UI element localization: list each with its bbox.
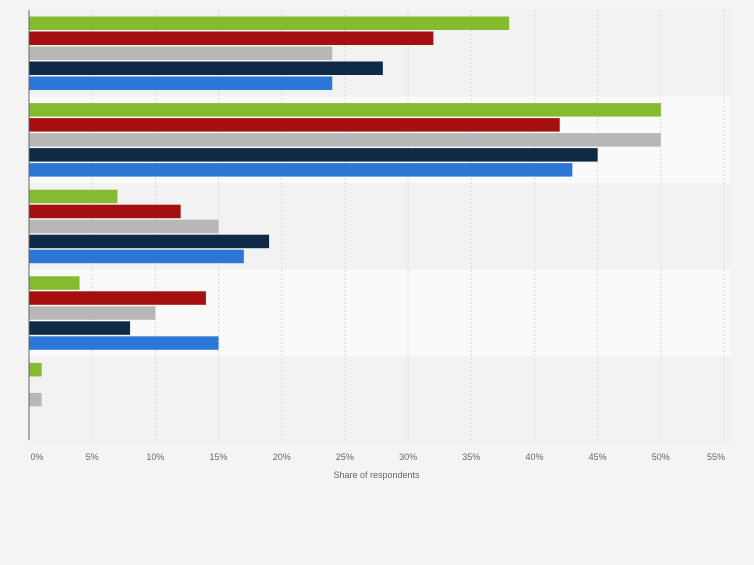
- x-tick-label: 45%: [589, 452, 607, 462]
- x-tick-label: 55%: [707, 452, 725, 462]
- bar-series3-group1: [29, 46, 333, 60]
- bar-series4-group4: [29, 321, 131, 335]
- x-tick-label: 15%: [210, 452, 228, 462]
- bar-series4-group2: [29, 148, 598, 162]
- bars: [29, 16, 661, 407]
- bar-series5-group4: [29, 336, 219, 350]
- category-band-5: [29, 356, 730, 443]
- x-tick-label: 30%: [399, 452, 417, 462]
- bar-series1-group4: [29, 276, 80, 290]
- bar-series4-group3: [29, 234, 270, 249]
- bar-series2-group3: [29, 204, 181, 219]
- bar-series2-group1: [29, 31, 434, 45]
- x-tick-label: 40%: [525, 452, 543, 462]
- bar-series4-group1: [29, 61, 383, 75]
- bar-series5-group1: [29, 76, 333, 90]
- bar-series5-group2: [29, 163, 573, 177]
- bar-series1-group1: [29, 16, 510, 30]
- x-tick-label: 50%: [652, 452, 670, 462]
- bar-series3-group5: [29, 392, 42, 407]
- x-tick-label: 10%: [146, 452, 164, 462]
- bar-series5-group3: [29, 249, 244, 264]
- x-tick-label: 35%: [462, 452, 480, 462]
- bar-series1-group5: [29, 362, 42, 377]
- bar-series3-group2: [29, 133, 661, 147]
- bar-series1-group3: [29, 189, 118, 204]
- bar-series1-group2: [29, 103, 661, 117]
- bar-series2-group2: [29, 118, 560, 132]
- bar-series2-group4: [29, 291, 206, 305]
- bar-series3-group3: [29, 219, 219, 234]
- x-tick-label: 20%: [273, 452, 291, 462]
- x-tick-label: 5%: [86, 452, 99, 462]
- x-tick-label: 0%: [30, 452, 43, 462]
- x-axis-label: Share of respondents: [333, 470, 420, 480]
- x-tick-labels: 0% 5% 10% 15% 20% 25% 30% 35% 40% 45% 50% 55%: [30, 452, 725, 462]
- bar-series3-group4: [29, 306, 156, 320]
- x-tick-label: 25%: [336, 452, 354, 462]
